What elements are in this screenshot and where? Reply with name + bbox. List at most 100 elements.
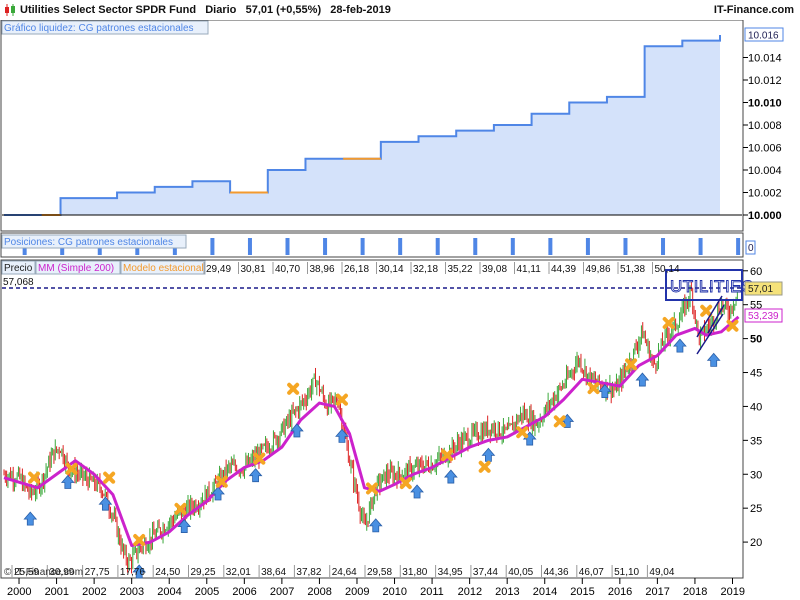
seasonal-bottom-label: 27,75 — [85, 567, 110, 578]
ma-value-tag: 57,01 — [744, 281, 783, 296]
price-panel — [0, 259, 744, 579]
price-x-tick-label: 2003 — [120, 586, 144, 598]
seasonal-top-labels: 29,49 30,81 40,70 38,96 26,18 30,14 32,18 35,22… — [203, 262, 680, 275]
buy-arrow-icon — [211, 486, 225, 501]
chart-title: Utilities Select Sector SPDR Fund Diario… — [20, 4, 391, 16]
buy-arrow-icon — [522, 431, 537, 446]
sell-cross-icon — [215, 475, 228, 488]
sell-cross-icon — [133, 534, 146, 547]
seasonal-top-label: 38,96 — [310, 264, 335, 275]
instrument-name: Utilities Select Sector SPDR Fund — [20, 4, 197, 16]
price-x-tick-label: 2012 — [458, 586, 482, 598]
liquidity-y-tick-label: 10.002 — [748, 188, 782, 200]
buy-arrow-icon — [132, 564, 147, 579]
sell-cross-icon — [478, 460, 491, 473]
seasonal-bottom-label: 49,04 — [649, 567, 674, 578]
svg-text:UTILITIES: UTILITIES — [670, 277, 754, 296]
buy-arrow-icon — [248, 468, 263, 483]
positions-panel-label: Posiciones: CG patrones estacionales — [1, 234, 187, 249]
ticker-box: UTILITIES — [665, 269, 754, 301]
seasonal-top-label: 41,11 — [517, 264, 542, 275]
sell-cross-icon — [287, 382, 300, 395]
position-bar — [323, 238, 328, 255]
price-y-tick-label: 40 — [750, 401, 762, 413]
seasonal-bottom-label: 37,82 — [296, 567, 321, 578]
trend-channel — [696, 295, 725, 355]
price-x-tick-label: 2019 — [720, 586, 744, 598]
sell-cross-stroke — [335, 393, 348, 406]
sell-cross-icon — [700, 304, 713, 317]
liquidity-y-tick-label: 10.014 — [748, 53, 782, 65]
seasonal-top-label: 44,39 — [551, 264, 576, 275]
position-bar — [661, 238, 666, 255]
sell-cross-stroke — [441, 449, 454, 462]
liquidity-y-axis: 10.000 10.002 10.004 10.006 10.008 10.010 10.0… — [743, 53, 782, 222]
copyright-text: © IT-Finance.com — [4, 567, 83, 578]
price-x-tick-label: 2009 — [345, 586, 369, 598]
price-y-tick-label: 50 — [750, 334, 762, 346]
seasonal-top-label: 30,81 — [241, 264, 266, 275]
position-bar — [698, 238, 703, 255]
price-legend: Precio MM (Simple 200) Modelo estacional — [1, 260, 206, 275]
price-x-tick-label: 2011 — [420, 586, 444, 598]
seasonal-top-label: 32,18 — [413, 264, 438, 275]
sell-cross-stroke — [700, 304, 713, 317]
position-bar — [285, 238, 290, 255]
seasonal-bottom-label: 40,05 — [508, 567, 533, 578]
chart-header: Utilities Select Sector SPDR Fund Diario… — [0, 0, 800, 20]
position-bar — [585, 238, 590, 255]
sell-cross-icon — [587, 382, 600, 395]
price-x-tick-label: 2005 — [195, 586, 219, 598]
candlestick-icon — [5, 4, 15, 16]
date-label: 28-feb-2019 — [330, 4, 391, 16]
price-x-tick-label: 2004 — [157, 586, 181, 598]
position-bar — [510, 238, 515, 255]
sell-cross-stroke — [726, 319, 739, 332]
buy-arrow-icon — [635, 372, 650, 387]
positions-zero-tag: 0 — [745, 240, 756, 255]
sell-cross-icon — [441, 449, 454, 462]
chart-canvas: 10.000 10.002 10.004 10.006 10.008 10.010 10.0… — [0, 20, 784, 598]
sell-cross-stroke — [287, 382, 300, 395]
seasonal-top-label: 40,70 — [275, 264, 300, 275]
position-bar — [360, 238, 365, 255]
price-x-tick-label: 2000 — [7, 586, 31, 598]
sell-cross-stroke — [366, 482, 378, 495]
sell-cross-icon — [335, 393, 348, 406]
sell-cross-stroke — [65, 462, 78, 475]
last-price: 57,01 (+0,55%) — [245, 4, 322, 16]
sell-cross-stroke — [478, 460, 491, 473]
liquidity-y-tick-label: 10.010 — [748, 98, 782, 110]
sell-cross-icon — [366, 482, 378, 495]
sell-cross-icon — [516, 426, 529, 439]
price-x-tick-label: 2007 — [270, 586, 294, 598]
price-y-tick-label: 20 — [750, 537, 762, 549]
sell-cross-stroke — [174, 502, 187, 515]
liquidity-y-tick-label: 10.000 — [748, 210, 782, 222]
seasonal-top-label: 26,18 — [344, 264, 369, 275]
price-x-axis: 2000 2001 2002 2003 2004 2005 2006 2007 2008 2009… — [7, 578, 745, 598]
position-bar — [548, 238, 553, 255]
price-x-tick-label: 2008 — [307, 586, 331, 598]
buy-arrow-icon — [443, 469, 458, 484]
sell-cross-icon — [28, 471, 41, 484]
equity-area — [4, 35, 720, 215]
price-x-tick-label: 2001 — [45, 586, 69, 598]
sell-cross-icon — [253, 452, 266, 465]
liquidity-y-tick-label: 10.012 — [748, 75, 782, 87]
svg-text:Posiciones: CG patrones estaci: Posiciones: CG patrones estacionales — [4, 237, 173, 248]
seasonal-top-label: 49,86 — [586, 264, 611, 275]
seasonal-bottom-label: 34,95 — [438, 567, 463, 578]
buy-arrow-icon — [23, 511, 38, 526]
seasonal-bottom-label: 51,10 — [614, 567, 639, 578]
buy-arrow-icon — [98, 496, 113, 511]
buy-arrow-icon — [410, 484, 424, 499]
buy-signals — [23, 338, 721, 579]
price-x-tick-label: 2016 — [608, 586, 632, 598]
seasonal-bottom-label: 29,25 — [191, 567, 216, 578]
svg-text:0: 0 — [748, 243, 754, 254]
sell-cross-icon — [399, 477, 412, 490]
sell-cross-stroke — [28, 471, 41, 484]
price-y-tick-label: 60 — [750, 266, 762, 278]
